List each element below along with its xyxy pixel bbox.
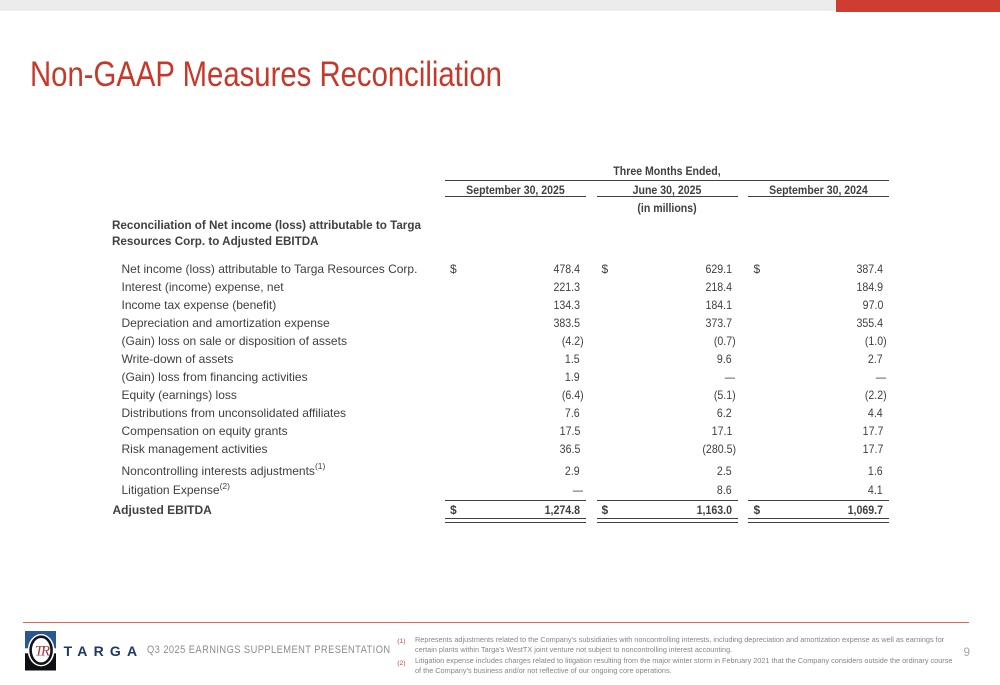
svg-text:TR: TR [34, 644, 49, 660]
